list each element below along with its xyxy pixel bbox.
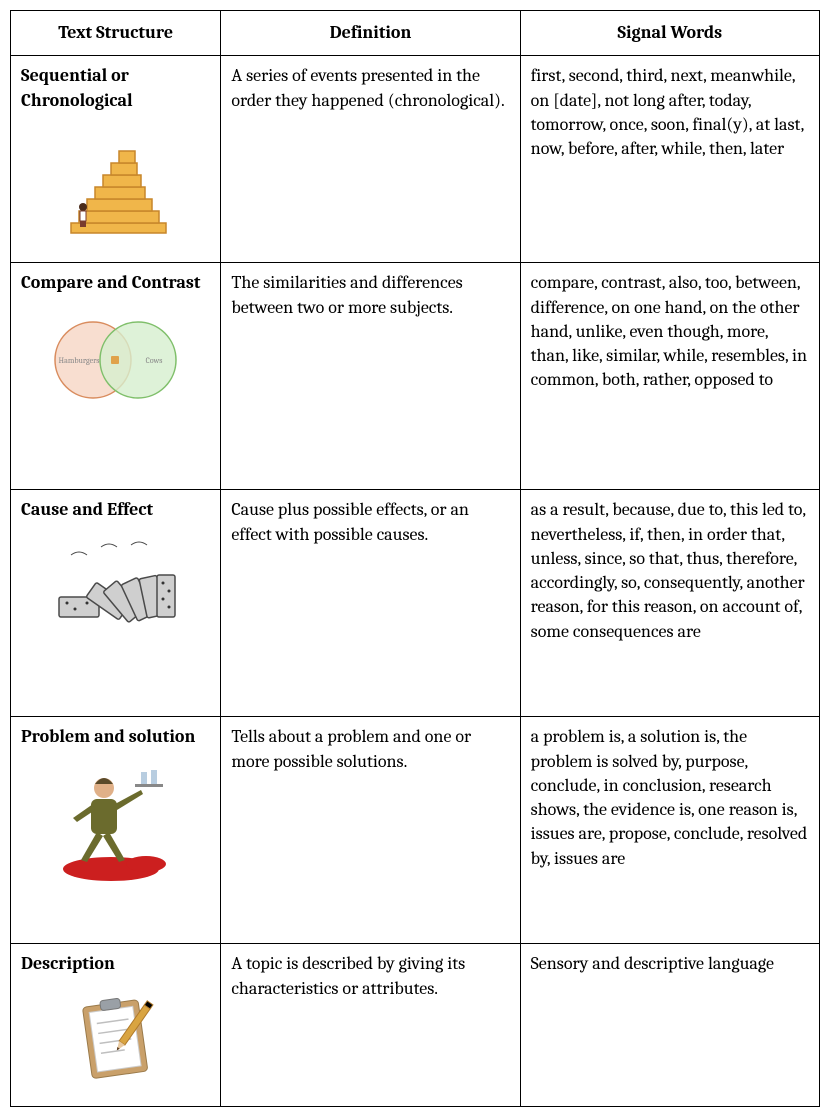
- waiter-spill-icon: [21, 756, 210, 896]
- table-header-row: Text Structure Definition Signal Words: [11, 11, 820, 56]
- dominoes-icon: [21, 529, 210, 644]
- structure-title: Sequential or Chronological: [21, 64, 210, 113]
- cell-structure: Description: [11, 944, 221, 1106]
- cell-definition: The similarities and differences between…: [221, 263, 520, 490]
- cell-structure: Cause and Effect: [11, 490, 221, 717]
- table-row: Cause and Effect: [11, 490, 820, 717]
- table-row: Description: [11, 944, 820, 1106]
- table-row: Sequential or Chronological: [11, 56, 820, 263]
- structure-title: Description: [21, 952, 210, 976]
- cell-definition: Tells about a problem and one or more po…: [221, 717, 520, 944]
- cell-definition: A topic is described by giving its chara…: [221, 944, 520, 1106]
- cell-signal-words: as a result, because, due to, this led t…: [520, 490, 819, 717]
- cell-signal-words: Sensory and descriptive language: [520, 944, 819, 1106]
- cell-structure: Problem and solution: [11, 717, 221, 944]
- cell-signal-words: a problem is, a solution is, the problem…: [520, 717, 819, 944]
- cell-signal-words: compare, contrast, also, too, between, d…: [520, 263, 819, 490]
- table-row: Compare and Contrast Hamburgers Cows The…: [11, 263, 820, 490]
- header-text-structure: Text Structure: [11, 11, 221, 56]
- structure-title: Compare and Contrast: [21, 271, 210, 295]
- structure-title: Problem and solution: [21, 725, 210, 749]
- cell-structure: Compare and Contrast Hamburgers Cows: [11, 263, 221, 490]
- clipboard-icon: [21, 983, 210, 1098]
- venn-label-left: Hamburgers: [59, 356, 100, 365]
- table-row: Problem and solution: [11, 717, 820, 944]
- cell-signal-words: first, second, third, next, meanwhile, o…: [520, 56, 819, 263]
- header-signal-words: Signal Words: [520, 11, 819, 56]
- cell-definition: A series of events presented in the orde…: [221, 56, 520, 263]
- stairs-icon: [21, 119, 210, 249]
- header-definition: Definition: [221, 11, 520, 56]
- cell-structure: Sequential or Chronological: [11, 56, 221, 263]
- cell-definition: Cause plus possible effects, or an effec…: [221, 490, 520, 717]
- venn-icon: Hamburgers Cows: [21, 302, 210, 422]
- venn-label-right: Cows: [146, 356, 163, 365]
- text-structure-table: Text Structure Definition Signal Words S…: [10, 10, 820, 1107]
- structure-title: Cause and Effect: [21, 498, 210, 522]
